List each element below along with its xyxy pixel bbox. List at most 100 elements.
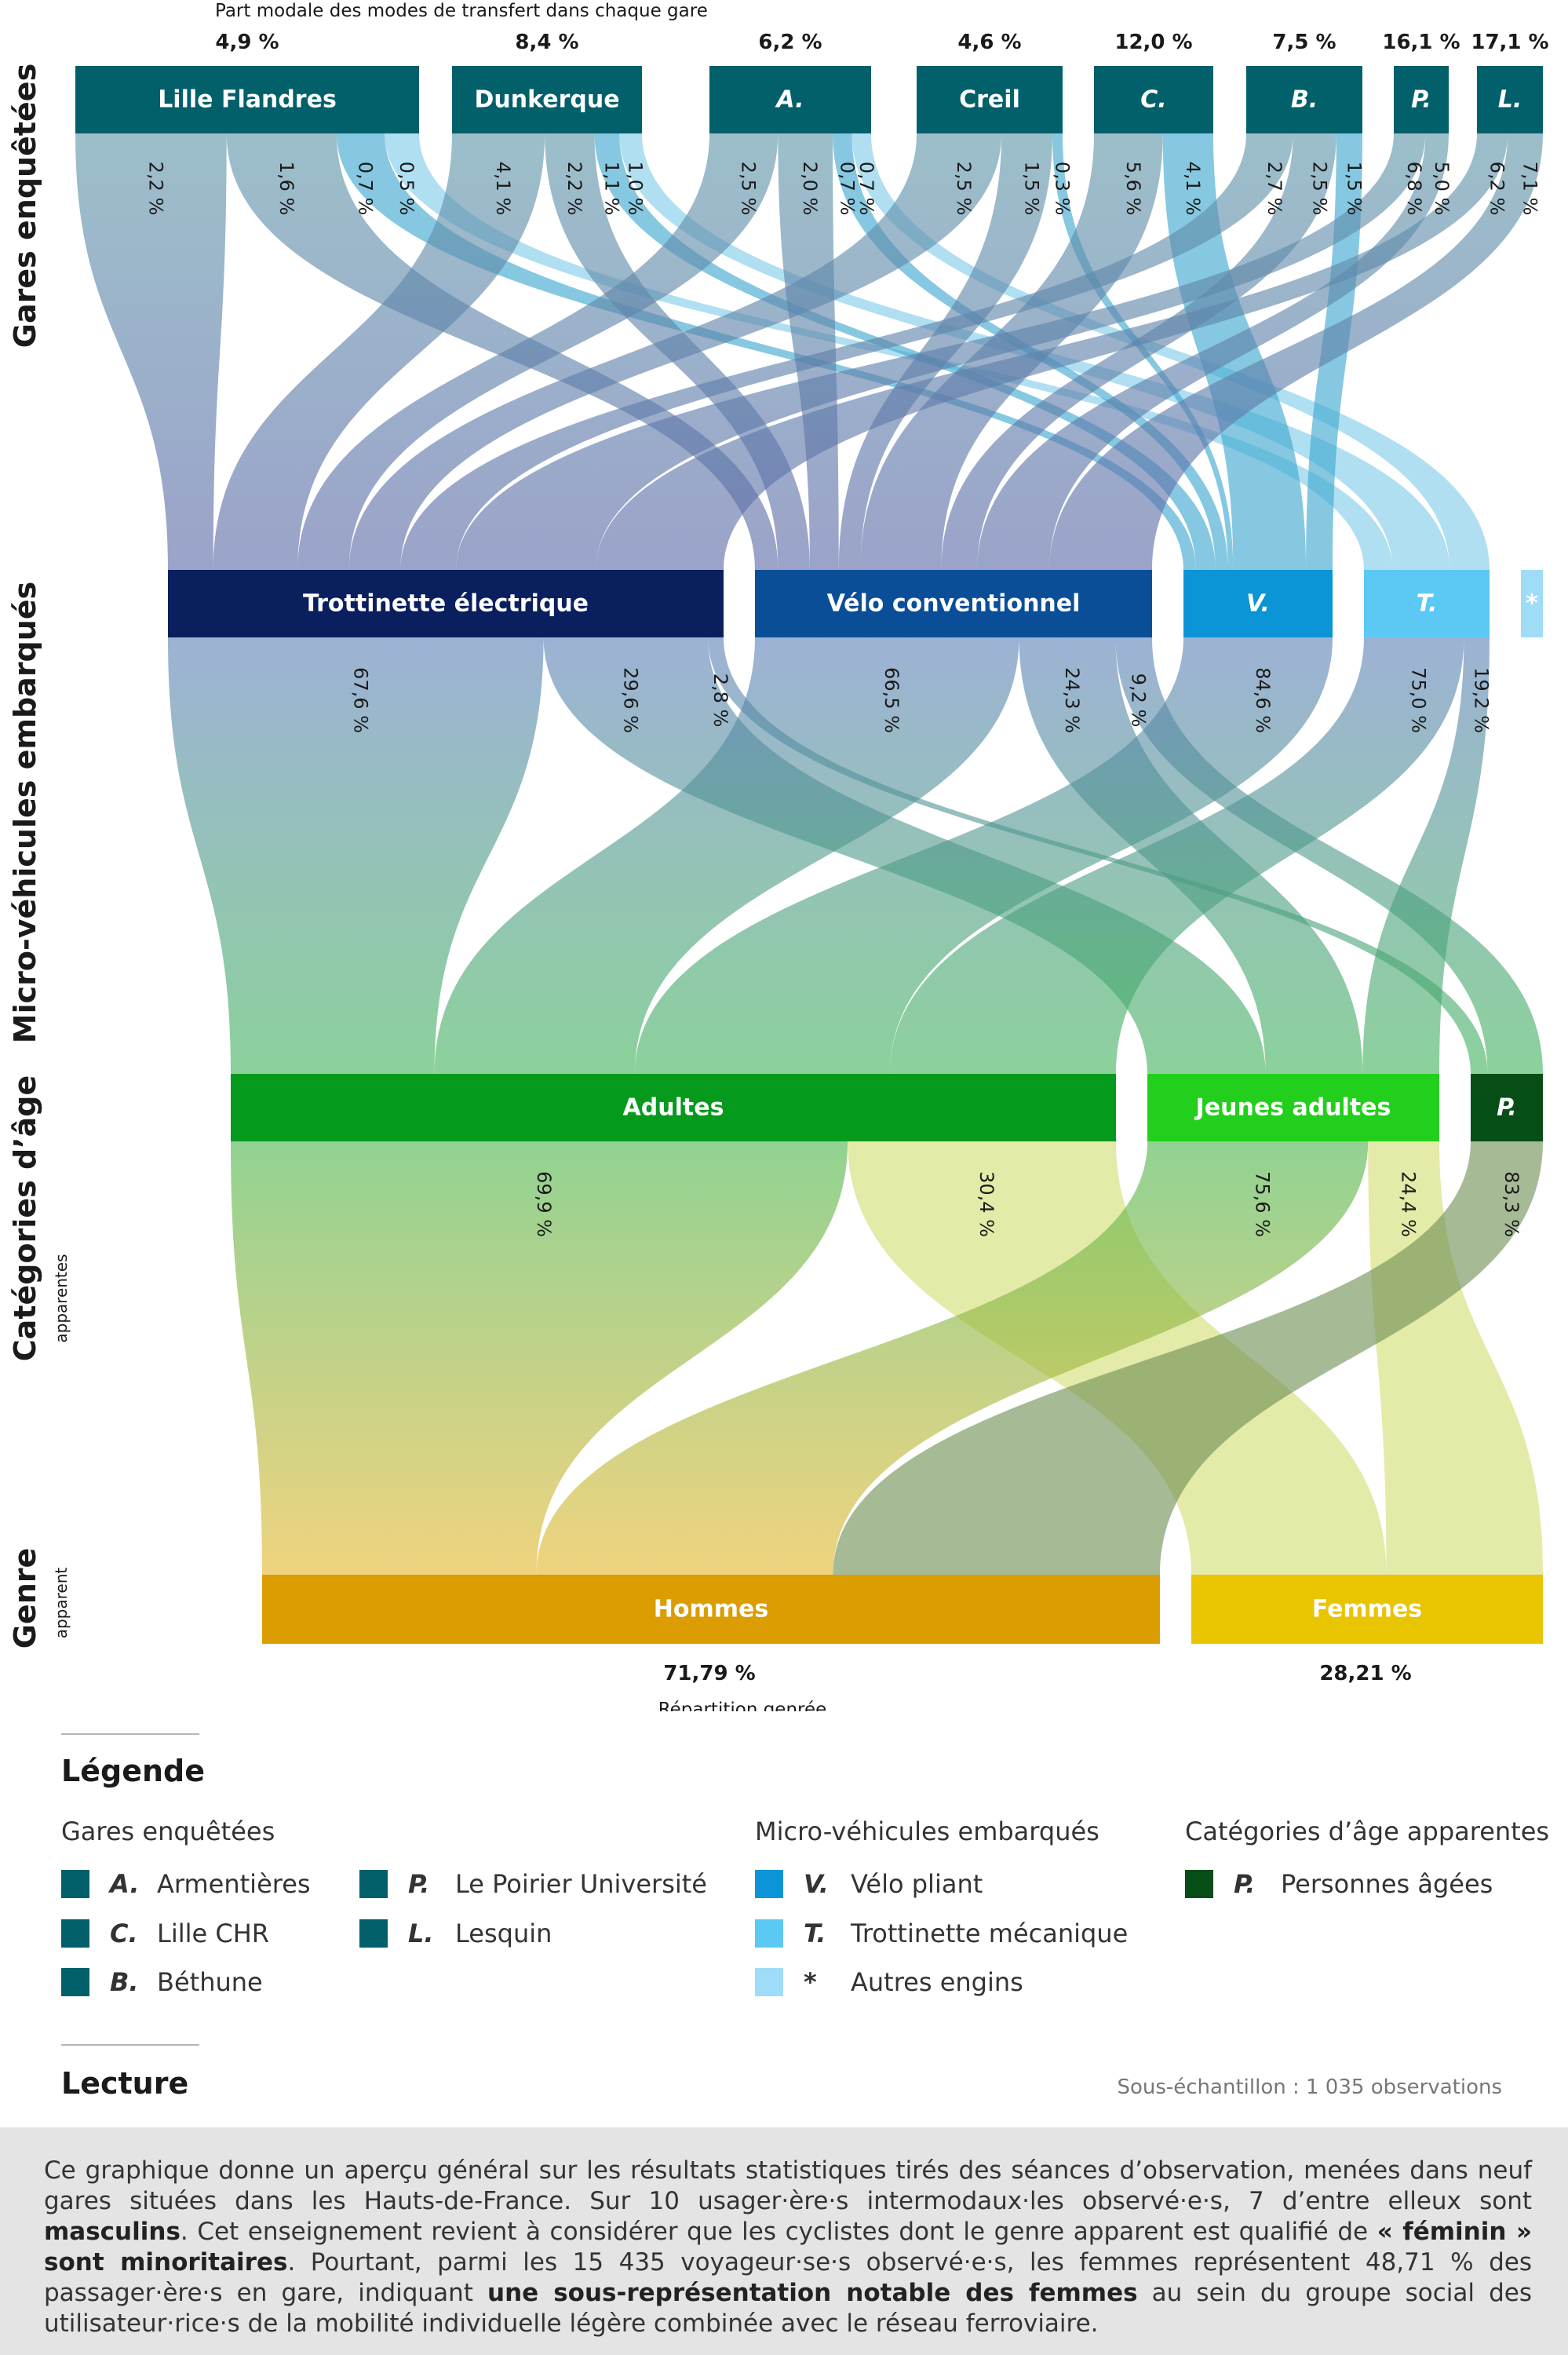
- link-lesq-velo: [1049, 133, 1543, 570]
- station-share-beth: 7,5 %: [1272, 31, 1336, 54]
- legend-abbr: P.: [1234, 1869, 1256, 1899]
- link-trottmeca-jeunes: [1362, 637, 1490, 1074]
- station-share-creil: 4,6 %: [957, 31, 1021, 54]
- legend-name: Trottinette mécanique: [851, 1919, 1129, 1948]
- flow-label-dunk-velo: 2,2 %: [563, 162, 585, 216]
- link-lille-pliant: [336, 133, 1196, 570]
- legend-vehicles-title: Micro-véhicules embarqués: [755, 1816, 1099, 1846]
- gender-node-femmes-label: Femmes: [1312, 1596, 1422, 1623]
- reading-text-part: . Pourtant, parmi les 15 435 voyageur·se…: [44, 2248, 1532, 2307]
- flow-label-chr-pliant: 4,1 %: [1182, 162, 1204, 216]
- link-poir-velo: [977, 133, 1449, 570]
- bottom-caption: Répartition genrée: [658, 1700, 827, 1711]
- legend-swatch-station: [61, 1919, 89, 1948]
- station-node-dunk-label: Dunkerque: [474, 86, 619, 114]
- station-node-lille-label: Lille Flandres: [158, 86, 337, 114]
- reading-emphasis: « féminin » sont minoritaires: [44, 2218, 1532, 2276]
- station-node-lesq-label: L.: [1498, 86, 1522, 114]
- station-node-beth: [1246, 66, 1362, 133]
- flow-label-jeunes-hommes: 75,6 %: [1252, 1171, 1274, 1237]
- legend-abbr: T.: [804, 1919, 826, 1948]
- flow-label-pliant-adultes: 84,6 %: [1252, 667, 1274, 733]
- legend-swatch-autres: [755, 1968, 783, 1996]
- vehicle-node-velo: [755, 570, 1152, 637]
- legend-item-bethune: B. Béthune: [61, 1966, 263, 1998]
- reading-emphasis: masculins: [44, 2218, 181, 2246]
- legend-abbr: V.: [804, 1869, 829, 1899]
- link-dunk-pliant: [594, 133, 1216, 570]
- flow-label-dunk-trottmeca: 1,0 %: [625, 162, 647, 216]
- legend-item-trott-meca: T. Trottinette mécanique: [755, 1918, 1128, 1949]
- link-arm-trott: [297, 133, 779, 570]
- legend-swatch-station: [359, 1919, 388, 1948]
- legend-abbr: B.: [110, 1967, 139, 1997]
- legend-abbr: C.: [110, 1919, 138, 1948]
- legend-abbr: L.: [408, 1919, 434, 1948]
- link-dunk-trott: [213, 133, 545, 570]
- flow-label-arm-pliant: 0,7 %: [836, 162, 858, 216]
- vehicle-node-trott: [168, 570, 724, 637]
- flow-label-adultes-hommes: 69,9 %: [533, 1171, 555, 1237]
- flow-label-trottmeca-adultes: 75,0 %: [1408, 667, 1430, 733]
- age-node-jeunes-label: Jeunes adultes: [1194, 1094, 1391, 1122]
- flow-label-creil-trott: 2,5 %: [953, 162, 975, 216]
- legend-item-lesquin: L. Lesquin: [359, 1918, 552, 1949]
- station-node-creil: [917, 66, 1063, 133]
- flow-label-dunk-trott: 4,1 %: [492, 162, 514, 216]
- link-lille-trott: [75, 133, 227, 570]
- flow-label-creil-velo: 1,5 %: [1021, 162, 1043, 216]
- legend-swatch-agees: [1185, 1870, 1213, 1898]
- reading-text-part: Ce graphique donne un aperçu général sur…: [44, 2156, 1532, 2215]
- link-trott-adultes: [168, 637, 544, 1074]
- reading-box: Ce graphique donne un aperçu général sur…: [0, 2127, 1568, 2355]
- legend-name: Vélo pliant: [851, 1869, 983, 1899]
- link-velo-agees: [1115, 637, 1543, 1074]
- vehicle-node-trott-label: Trottinette électrique: [303, 590, 589, 618]
- flow-label-arm-trottmeca: 0,7 %: [855, 162, 877, 216]
- link-beth-trott: [400, 133, 1293, 570]
- flow-label-beth-pliant: 1,5 %: [1343, 162, 1365, 216]
- flow-label-lesq-trott: 6,2 %: [1486, 162, 1508, 216]
- flow-label-lille-velo: 1,6 %: [275, 162, 297, 216]
- legend-name: Personnes âgées: [1281, 1869, 1493, 1899]
- flow-label-beth-velo: 2,5 %: [1308, 162, 1330, 216]
- vehicle-node-pliant: [1183, 570, 1333, 637]
- legend-item-velo-pliant: V. Vélo pliant: [755, 1868, 983, 1900]
- vehicle-node-trottmeca: [1364, 570, 1490, 637]
- link-beth-velo: [941, 133, 1336, 570]
- gender-node-hommes-label: Hommes: [654, 1596, 768, 1623]
- reading-emphasis: une sous-représentation notable des femm…: [487, 2279, 1138, 2307]
- link-chr-velo: [860, 133, 1163, 570]
- flow-label-velo-jeunes: 24,3 %: [1061, 667, 1083, 733]
- station-node-lesq: [1477, 66, 1543, 133]
- row-title-gender: Genre: [8, 1548, 42, 1649]
- age-node-agees: [1471, 1074, 1543, 1141]
- legend-swatch-station: [61, 1870, 89, 1898]
- reading-title: Lecture: [61, 2066, 189, 2101]
- legend-name: Lille CHR: [157, 1919, 269, 1948]
- flow-label-poir-velo: 5,0 %: [1431, 162, 1453, 216]
- reading-text: Ce graphique donne un aperçu général sur…: [44, 2156, 1532, 2339]
- link-agees-hommes: [833, 1141, 1543, 1575]
- flow-label-chr-velo: 5,6 %: [1122, 162, 1144, 216]
- link-lille-velo: [226, 133, 779, 570]
- row-title-age: Catégories d’âge: [8, 1075, 42, 1361]
- row-title-stations: Gares enquêtées: [8, 64, 42, 348]
- flow-label-beth-trott: 2,7 %: [1264, 162, 1285, 216]
- link-arm-trottmeca: [851, 133, 1490, 570]
- station-node-arm: [709, 66, 871, 133]
- flow-label-lesq-velo: 7,1 %: [1519, 162, 1541, 216]
- flow-label-agees-hommes: 83,3 %: [1501, 1171, 1522, 1237]
- gender-share-hommes: 71,79 %: [663, 1662, 755, 1685]
- station-node-chr-label: C.: [1140, 86, 1166, 114]
- legend-stations-title: Gares enquêtées: [61, 1816, 275, 1846]
- station-node-lille: [75, 66, 419, 133]
- station-share-dunk: 8,4 %: [515, 31, 578, 54]
- row-title-age-sub: apparentes: [52, 1254, 71, 1342]
- legend-swatch-station: [61, 1968, 89, 1996]
- station-share-chr: 12,0 %: [1114, 31, 1192, 54]
- link-poir-trott: [456, 133, 1426, 570]
- station-node-beth-label: B.: [1291, 86, 1318, 114]
- legend-item-lille-chr: C. Lille CHR: [61, 1918, 269, 1949]
- reading-text-part: . Cet enseignement revient à considérer …: [180, 2218, 1377, 2246]
